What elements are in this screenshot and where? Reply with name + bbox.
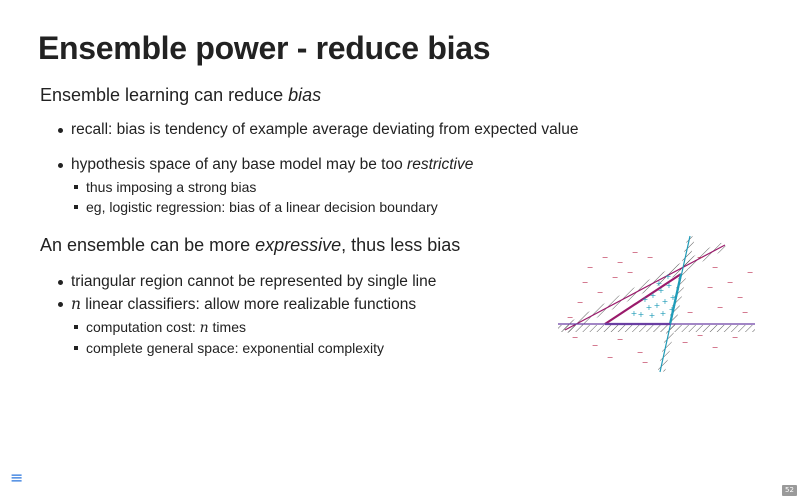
plus-sample: + xyxy=(638,310,645,319)
hypothesis-bullet-list: hypothesis space of any base model may b… xyxy=(55,155,473,217)
minus-sample: − xyxy=(687,308,694,317)
triangle-classifier-figure: + ++++ + + ++ + + ++++ −−−−−−−−−−−−−−−−−−−−−−−−… xyxy=(558,235,755,373)
list-item: hypothesis space of any base model may b… xyxy=(55,155,473,217)
bullet-text: triangular region cannot be represented … xyxy=(71,273,437,290)
list-item: triangular region cannot be represented … xyxy=(55,272,436,292)
plus-sample: + xyxy=(649,311,656,320)
plus-sample: + xyxy=(665,272,672,281)
magenta-boundary xyxy=(564,244,726,331)
minus-sample: − xyxy=(647,253,654,262)
minus-sample: − xyxy=(617,258,624,267)
bullet-text: hypothesis space of any base model may b… xyxy=(71,156,408,173)
plus-sample: + xyxy=(650,291,657,300)
math-variable: n xyxy=(199,320,209,336)
list-item: thus imposing a strong bias xyxy=(71,177,473,197)
sub-bullet-text: complete general space: exponential comp… xyxy=(86,340,385,356)
ensemble-bullet-list: triangular region cannot be represented … xyxy=(55,272,436,358)
minus-sample: − xyxy=(582,278,589,287)
list-item: computation cost: n times xyxy=(71,317,436,338)
section-heading-expressive: An ensemble can be more expressive, thus… xyxy=(40,235,460,256)
sub-bullet-text: thus imposing a strong bias xyxy=(86,179,257,195)
minus-sample: − xyxy=(572,333,579,342)
triangle-edge xyxy=(604,273,682,325)
list-item: n linear classifiers: allow more realiza… xyxy=(55,294,436,358)
bullet-text: linear classifiers: allow more realizabl… xyxy=(80,296,417,313)
bullet-emphasis: restrictive xyxy=(407,156,474,173)
positive-samples: + ++++ + + ++ + + ++++ xyxy=(631,272,677,320)
bias-bullet-list: recall: bias is tendency of example aver… xyxy=(55,120,578,140)
minus-sample: − xyxy=(567,313,574,322)
section-heading-suffix: , thus less bias xyxy=(341,235,461,255)
minus-sample: − xyxy=(712,343,719,352)
section-heading-text: Ensemble learning can reduce xyxy=(40,85,289,105)
slide-title: Ensemble power - reduce bias xyxy=(38,30,491,66)
minus-sample: − xyxy=(642,358,649,367)
plus-sample: + xyxy=(646,303,653,312)
list-item: eg, logistic regression: bias of a linea… xyxy=(71,197,473,217)
plus-sample: + xyxy=(669,305,676,314)
plus-sample: + xyxy=(654,301,661,310)
minus-sample: − xyxy=(712,263,719,272)
sub-bullet-text: times xyxy=(208,319,246,335)
section-heading-emphasis: bias xyxy=(288,85,322,105)
page-number: 52 xyxy=(782,485,797,496)
minus-sample: − xyxy=(717,303,724,312)
list-item: complete general space: exponential comp… xyxy=(71,338,436,358)
minus-sample: − xyxy=(732,333,739,342)
minus-sample: − xyxy=(737,293,744,302)
minus-sample: − xyxy=(707,283,714,292)
minus-sample: − xyxy=(697,253,704,262)
math-variable: n xyxy=(71,295,81,313)
triangle-edge xyxy=(668,273,683,325)
sub-bullet-text: eg, logistic regression: bias of a linea… xyxy=(86,199,438,215)
minus-sample: − xyxy=(587,263,594,272)
sub-bullet-list: thus imposing a strong bias eg, logistic… xyxy=(71,177,473,217)
minus-sample: − xyxy=(727,278,734,287)
minus-sample: − xyxy=(602,253,609,262)
plus-sample: + xyxy=(642,295,649,304)
plus-sample: + xyxy=(660,309,667,318)
hatch-band-purple xyxy=(558,325,755,332)
minus-sample: − xyxy=(747,268,754,277)
minus-sample: − xyxy=(697,331,704,340)
minus-sample: − xyxy=(637,348,644,357)
minus-sample: − xyxy=(607,353,614,362)
minus-sample: − xyxy=(627,268,634,277)
sub-bullet-text: computation cost: xyxy=(86,319,200,335)
minus-sample: − xyxy=(682,338,689,347)
section-heading-emphasis: expressive xyxy=(255,235,342,255)
section-heading-bias: Ensemble learning can reduce bias xyxy=(40,85,321,106)
plus-sample: + xyxy=(658,286,665,295)
list-item: recall: bias is tendency of example aver… xyxy=(55,120,578,140)
plus-sample: + xyxy=(662,297,669,306)
minus-sample: − xyxy=(612,273,619,282)
minus-sample: − xyxy=(577,298,584,307)
negative-samples: −−−−−−−−−−−−−−−−−−−−−−−−−−−−−− xyxy=(567,248,754,367)
minus-sample: − xyxy=(592,341,599,350)
minus-sample: − xyxy=(597,288,604,297)
minus-sample: − xyxy=(742,308,749,317)
menu-icon[interactable]: ≡ xyxy=(10,468,24,487)
plus-sample: + xyxy=(670,293,677,302)
sub-bullet-list: computation cost: n times complete gener… xyxy=(71,317,436,358)
triangle-outline xyxy=(604,273,683,326)
plus-sample: + xyxy=(666,281,673,290)
section-heading-text: An ensemble can be more xyxy=(40,235,256,255)
bullet-text: recall: bias is tendency of example aver… xyxy=(71,121,579,138)
minus-sample: − xyxy=(617,335,624,344)
minus-sample: − xyxy=(632,248,639,257)
plus-sample: + xyxy=(631,309,638,318)
plus-sample: + xyxy=(656,279,663,288)
